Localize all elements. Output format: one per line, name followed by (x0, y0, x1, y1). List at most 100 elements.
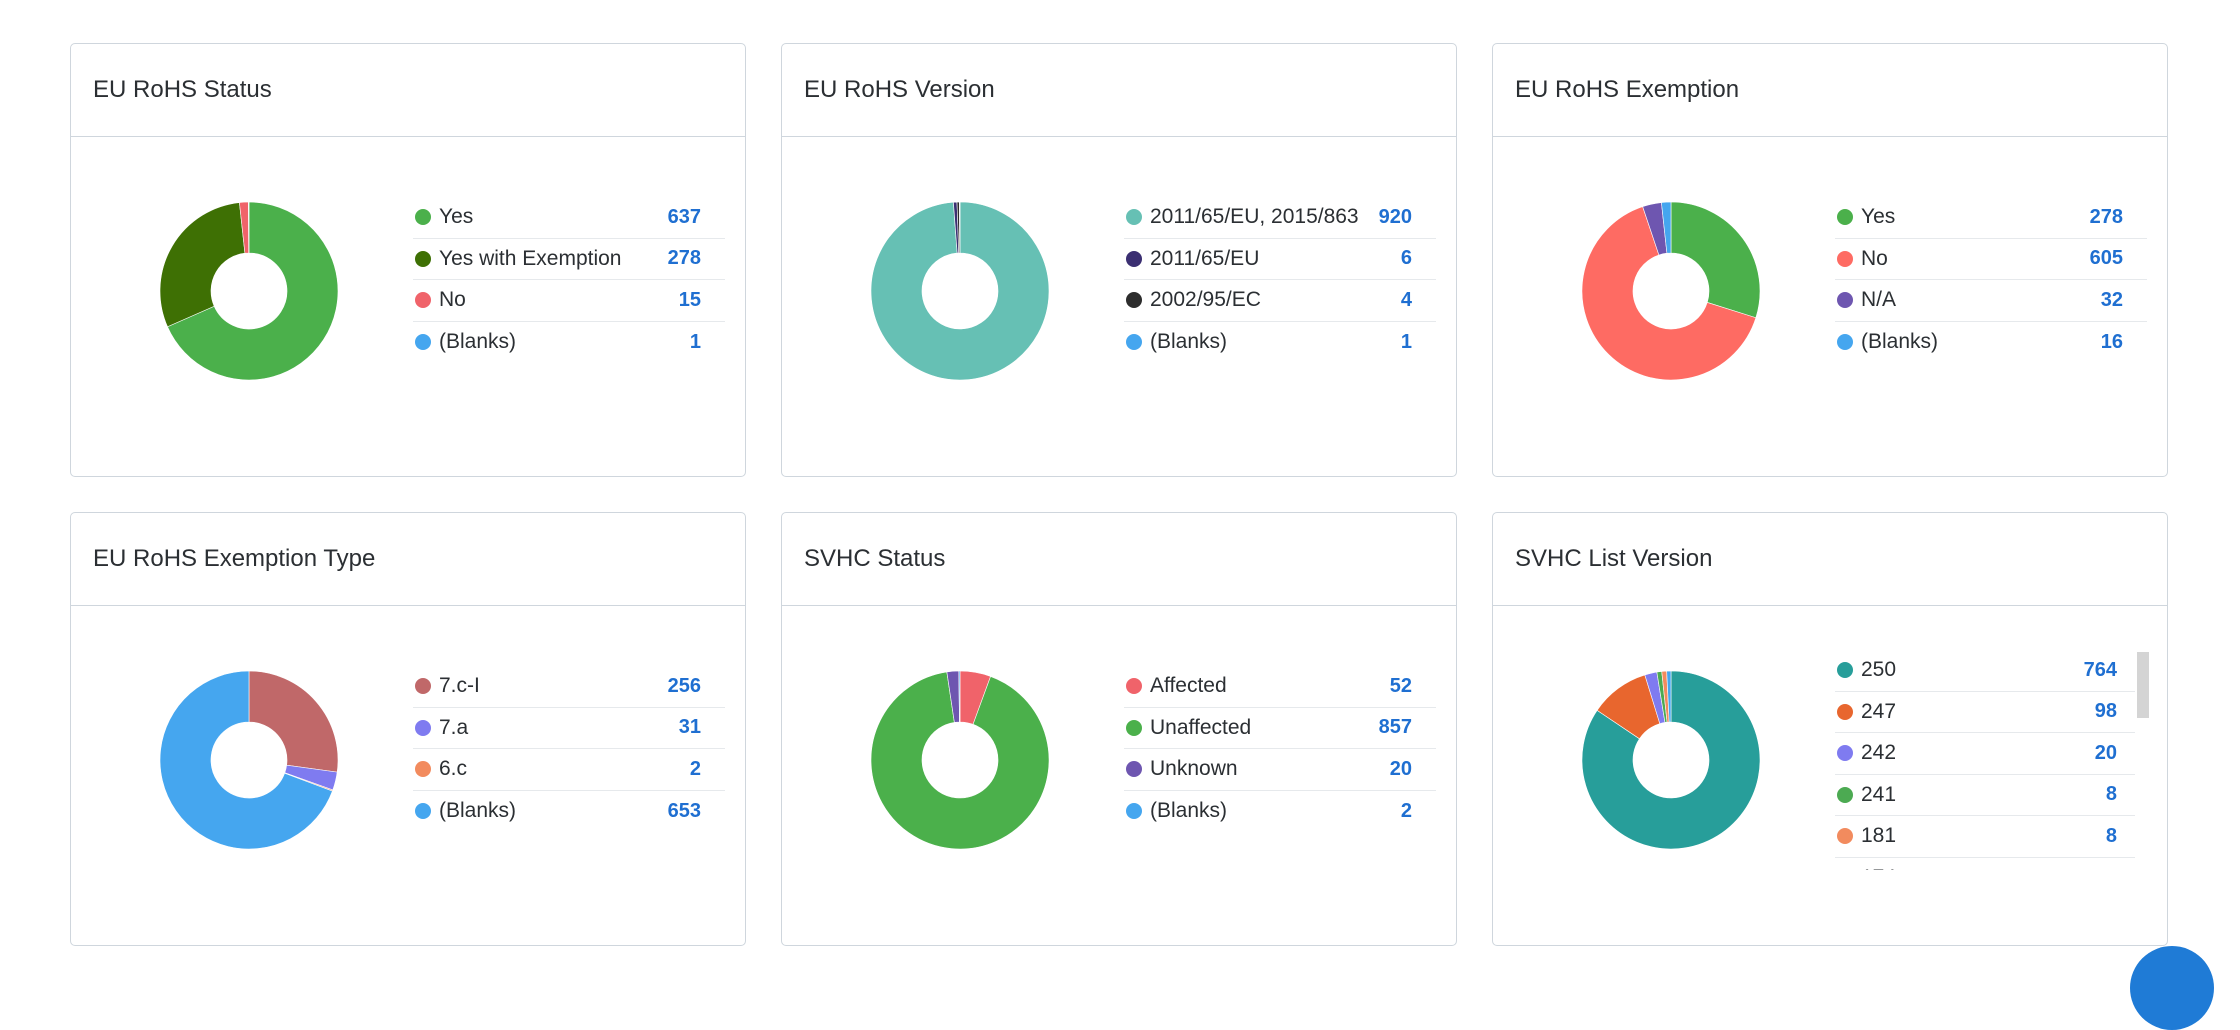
donut-slice[interactable] (1661, 201, 1672, 254)
legend-count[interactable]: 6 (1400, 247, 1412, 270)
legend-item[interactable]: (Blanks) 2 (1124, 791, 1436, 833)
legend-count[interactable]: 278 (667, 247, 701, 270)
legend-label: Unaffected (1150, 715, 1252, 739)
card-title: SVHC Status (782, 513, 1456, 606)
legend-count[interactable]: 2 (689, 757, 701, 780)
legend-item[interactable]: Yes 637 (413, 197, 725, 239)
legend-count[interactable]: 920 (1378, 205, 1412, 228)
card-title: EU RoHS Exemption Type (71, 513, 745, 606)
card-eu-rohs-version: EU RoHS Version 2011/65/EU, 2015/863 920… (781, 43, 1457, 477)
legend-dot (1837, 250, 1853, 267)
legend-item[interactable]: N/A 32 (1835, 280, 2147, 322)
legend-item[interactable]: 2011/65/EU, 2015/863 920 (1124, 197, 1436, 239)
donut-slice[interactable] (870, 671, 1050, 850)
legend-item[interactable]: 7.c-I 256 (413, 666, 725, 708)
donut-chart (870, 670, 1050, 850)
legend-dot (1837, 334, 1853, 351)
legend-count[interactable]: 857 (1378, 716, 1412, 739)
legend-item[interactable]: Affected 52 (1124, 666, 1436, 708)
donut-slice[interactable] (1581, 206, 1757, 381)
help-chat-button[interactable] (2130, 946, 2214, 1030)
legend-count[interactable]: 1 (1400, 330, 1412, 353)
legend-count[interactable]: 16 (2100, 330, 2123, 353)
legend-count[interactable]: 32 (2100, 288, 2123, 311)
legend-item[interactable]: 250 764 (1835, 650, 2135, 692)
legend-count[interactable]: 8 (2105, 824, 2117, 847)
donut-slice[interactable] (958, 670, 961, 723)
donut-slice[interactable] (1581, 670, 1761, 850)
legend-label: 181 (1861, 824, 1897, 848)
dashboard-grid: EU RoHS Status Yes 637 Yes with Exemptio… (70, 43, 2170, 963)
legend-item[interactable]: (Blanks) 16 (1835, 322, 2147, 364)
legend-count[interactable]: 653 (667, 799, 701, 822)
legend-dot (415, 719, 431, 736)
legend-item[interactable]: No 15 (413, 280, 725, 322)
donut-slice[interactable] (159, 670, 333, 850)
legend-count[interactable]: 20 (1389, 757, 1412, 780)
donut-slice[interactable] (248, 670, 339, 773)
legend-count[interactable]: 637 (667, 205, 701, 228)
legend-dot (1837, 745, 1853, 762)
legend-item[interactable]: (Blanks) 653 (413, 791, 725, 833)
donut-slice[interactable] (870, 201, 1050, 381)
legend-count[interactable]: 4 (1400, 288, 1412, 311)
legend-count[interactable]: 20 (2094, 741, 2117, 764)
legend-item[interactable]: Unaffected 857 (1124, 708, 1436, 749)
legend-item[interactable]: 174 7 (1835, 858, 2135, 870)
legend-item[interactable]: 2002/95/EC 4 (1124, 280, 1436, 322)
donut-slice[interactable] (167, 201, 339, 381)
legend-label: Unknown (1150, 757, 1238, 781)
legend-count[interactable]: 278 (2089, 205, 2123, 228)
legend-item[interactable]: (Blanks) 1 (1124, 322, 1436, 364)
donut-slice[interactable] (248, 201, 250, 254)
legend-dot (1126, 292, 1142, 309)
legend-dot (1837, 292, 1853, 309)
legend-dot (1126, 803, 1142, 820)
legend-dot (415, 334, 431, 351)
legend-item[interactable]: (Blanks) 1 (413, 322, 725, 364)
card-body: 2011/65/EU, 2015/863 920 2011/65/EU 6 20… (782, 137, 1456, 477)
legend-item[interactable]: Yes with Exemption 278 (413, 239, 725, 280)
card-title: EU RoHS Version (782, 44, 1456, 137)
donut-slice[interactable] (1670, 201, 1761, 319)
legend-count[interactable]: 7 (2106, 867, 2117, 870)
legend-scrollable[interactable]: 250 764 247 98 242 20 241 8 (1835, 650, 2135, 870)
legend-scrollbar[interactable] (2137, 652, 2149, 718)
card-body: Yes 637 Yes with Exemption 278 No 15 (Bl… (71, 137, 745, 477)
card-eu-rohs-status: EU RoHS Status Yes 637 Yes with Exemptio… (70, 43, 746, 477)
legend-count[interactable]: 31 (678, 716, 701, 739)
donut-slice[interactable] (1666, 670, 1672, 723)
card-title: EU RoHS Status (71, 44, 745, 137)
legend-item[interactable]: 242 20 (1835, 733, 2135, 775)
legend-dot (415, 292, 431, 309)
legend-label: 241 (1861, 782, 1897, 806)
donut-slice[interactable] (159, 202, 246, 328)
legend-item[interactable]: Unknown 20 (1124, 749, 1436, 791)
legend-count[interactable]: 15 (678, 288, 701, 311)
legend-item[interactable]: 7.a 31 (413, 708, 725, 749)
legend-count[interactable]: 98 (2094, 700, 2117, 723)
legend-item[interactable]: No 605 (1835, 239, 2147, 280)
legend-count[interactable]: 8 (2105, 783, 2117, 806)
legend-count[interactable]: 1 (689, 330, 701, 353)
legend-item[interactable]: 6.c 2 (413, 749, 725, 791)
legend-label: 242 (1861, 741, 1897, 765)
legend-count[interactable]: 52 (1389, 674, 1412, 697)
legend-item[interactable]: 241 8 (1835, 775, 2135, 816)
donut-slice[interactable] (959, 201, 961, 254)
legend-count[interactable]: 764 (2083, 658, 2117, 681)
legend-dot (1837, 786, 1853, 803)
legend-item[interactable]: 181 8 (1835, 816, 2135, 858)
legend-item[interactable]: 2011/65/EU 6 (1124, 239, 1436, 280)
card-body: Yes 278 No 605 N/A 32 (Blanks) 16 (1493, 137, 2167, 477)
legend-label: No (1861, 246, 1888, 270)
legend-count[interactable]: 256 (667, 674, 701, 697)
legend: 2011/65/EU, 2015/863 920 2011/65/EU 6 20… (1124, 197, 1436, 363)
card-body: 250 764 247 98 242 20 241 8 (1493, 606, 2167, 946)
legend-count[interactable]: 2 (1400, 799, 1412, 822)
legend-count[interactable]: 605 (2089, 247, 2123, 270)
card-body: Affected 52 Unaffected 857 Unknown 20 (B… (782, 606, 1456, 946)
card-title: EU RoHS Exemption (1493, 44, 2167, 137)
legend-item[interactable]: 247 98 (1835, 692, 2135, 733)
legend-item[interactable]: Yes 278 (1835, 197, 2147, 239)
